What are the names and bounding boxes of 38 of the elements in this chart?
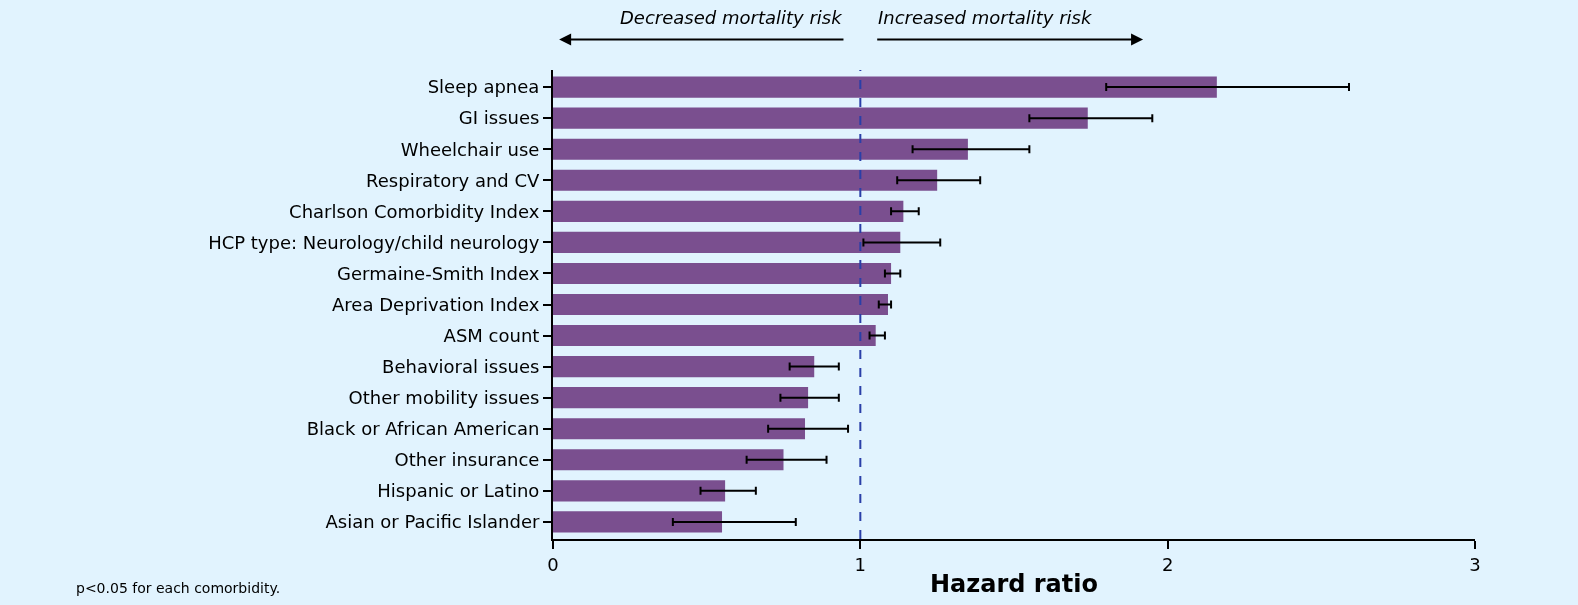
y-tick-label: Black or African American bbox=[306, 418, 540, 440]
y-tick-label: GI issues bbox=[458, 107, 540, 129]
y-tick-label: Wheelchair use bbox=[400, 138, 540, 160]
bar bbox=[553, 449, 784, 471]
y-tick-label: ASM count bbox=[443, 324, 540, 346]
y-tick-label: Charlson Comorbidity Index bbox=[289, 200, 540, 222]
y-tick-label: Asian or Pacific Islander bbox=[325, 511, 540, 533]
text: p<0.05 for each comorbidity. bbox=[76, 580, 281, 596]
bar bbox=[553, 262, 892, 284]
bar bbox=[553, 76, 1217, 98]
y-tick-label: Sleep apnea bbox=[427, 76, 540, 98]
x-axis-title: Hazard ratio bbox=[929, 570, 1099, 599]
y-tick-label: Hispanic or Latino bbox=[377, 480, 540, 502]
bar bbox=[553, 138, 968, 160]
bar bbox=[553, 325, 876, 347]
y-tick-label: Germaine-Smith Index bbox=[337, 262, 540, 284]
y-tick-label: Respiratory and CV bbox=[366, 169, 541, 191]
bar bbox=[553, 480, 726, 502]
bar bbox=[553, 169, 938, 191]
x-tick-label: 3 bbox=[1469, 553, 1481, 575]
text: Increased mortality risk bbox=[878, 7, 1093, 28]
y-tick-label: Area Deprivation Index bbox=[332, 293, 540, 315]
bar bbox=[553, 511, 723, 533]
x-tick-label: 2 bbox=[1161, 553, 1174, 575]
bar bbox=[553, 231, 901, 253]
x-tick-label: 1 bbox=[854, 553, 867, 575]
bar bbox=[553, 356, 815, 378]
y-tick-label: Other insurance bbox=[394, 449, 540, 471]
text: Decreased mortality risk bbox=[620, 7, 844, 28]
bar bbox=[553, 387, 809, 409]
bar bbox=[553, 200, 904, 222]
x-tick-label: 0 bbox=[547, 553, 559, 575]
bar bbox=[553, 418, 806, 440]
y-tick-label: Other mobility issues bbox=[348, 386, 540, 408]
bar bbox=[553, 107, 1088, 129]
y-tick-label: Behavioral issues bbox=[382, 355, 540, 377]
y-tick-label: HCP type: Neurology/child neurology bbox=[208, 231, 540, 253]
bar bbox=[553, 293, 888, 316]
